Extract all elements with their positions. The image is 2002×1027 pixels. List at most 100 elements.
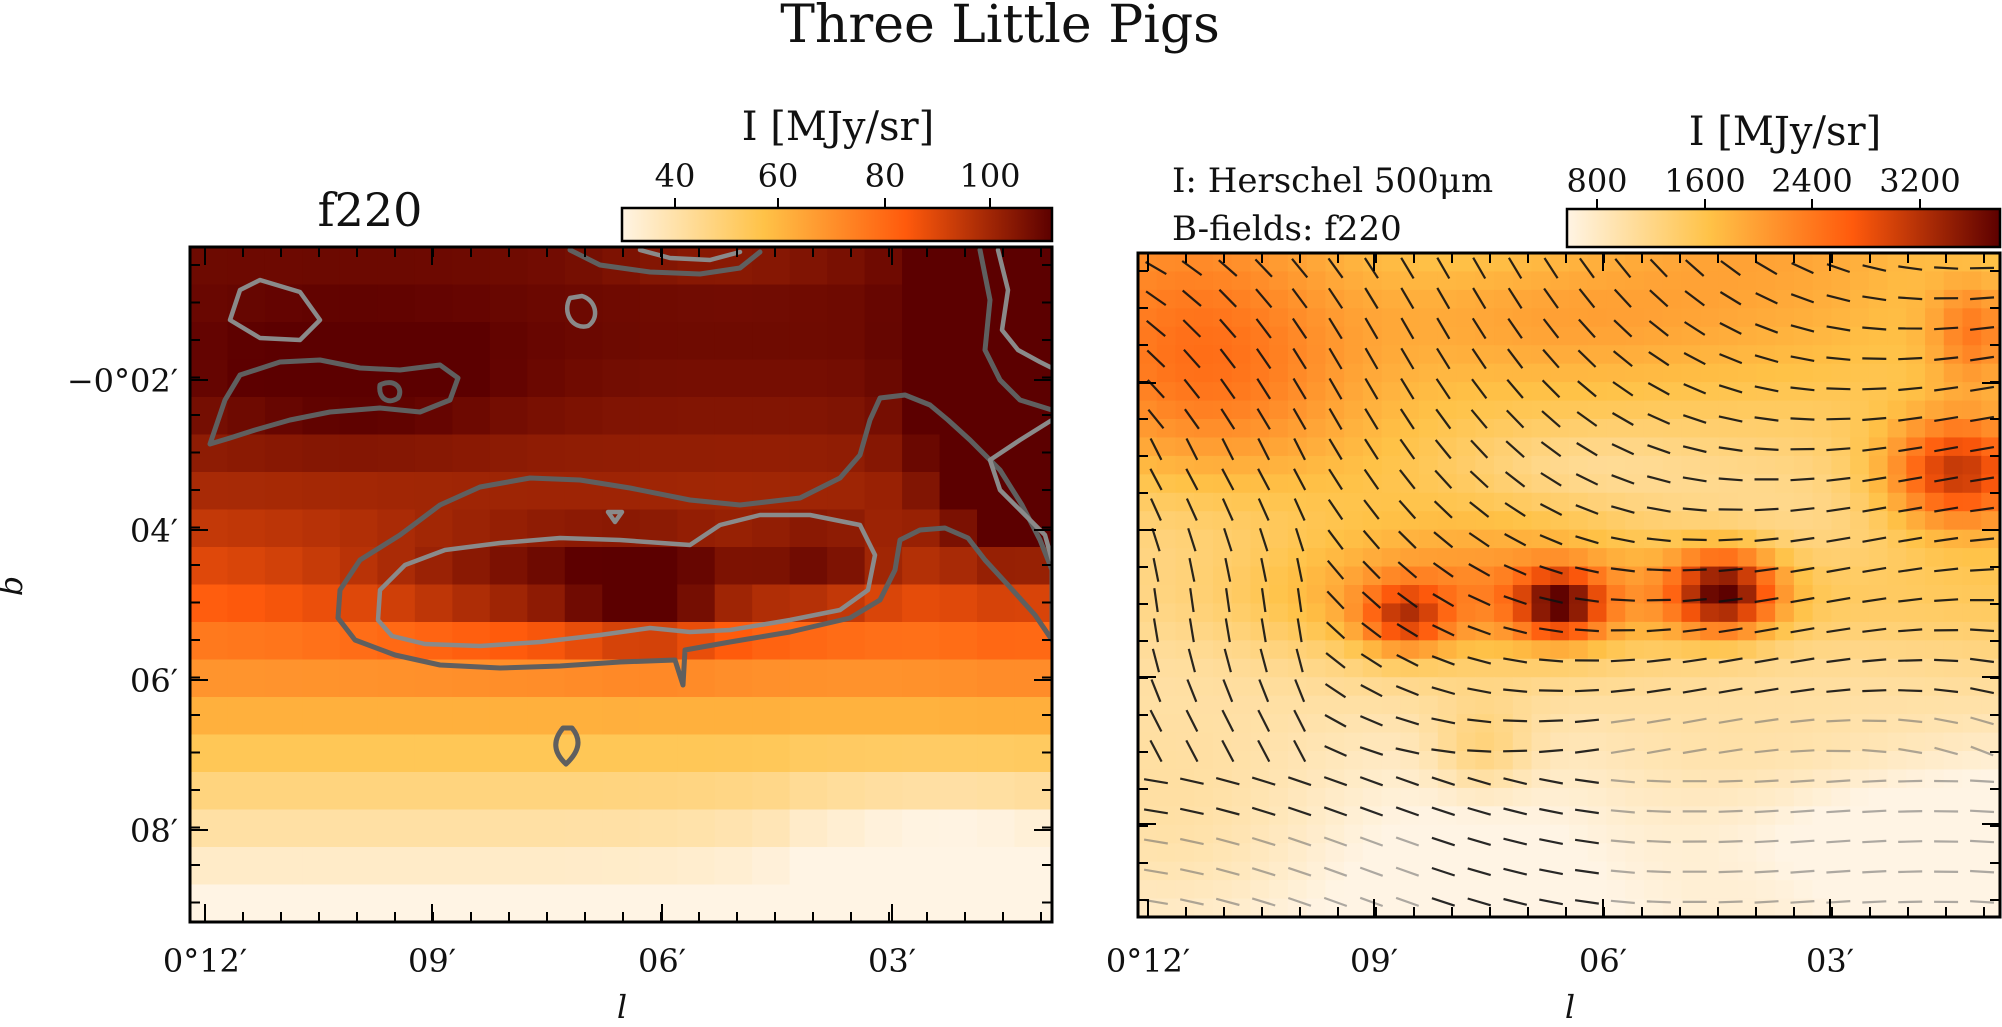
heatmap-cell [639, 772, 678, 811]
heatmap-cell [1606, 289, 1626, 309]
polarization-vector [1898, 536, 1923, 543]
heatmap-cell [1531, 566, 1551, 586]
heatmap-cell [1381, 382, 1401, 402]
heatmap-cell [1831, 677, 1851, 697]
heatmap-cell [1625, 621, 1645, 641]
heatmap-cell [1718, 658, 1739, 678]
heatmap-cell [1868, 751, 1889, 771]
polarization-vector [1400, 257, 1415, 279]
heatmap-cell [1400, 455, 1420, 475]
heatmap-cell [1194, 511, 1214, 531]
heatmap-cell [752, 584, 791, 623]
heatmap-cell [1250, 326, 1270, 346]
heatmap-cell [1756, 511, 1776, 531]
polarization-vector [1398, 499, 1417, 520]
heatmap-cell [1194, 437, 1214, 457]
heatmap-cell [1306, 898, 1326, 917]
polarization-vector [1718, 446, 1743, 452]
heatmap-cell [1831, 732, 1851, 752]
heatmap-cell [1887, 621, 1907, 641]
heatmap-cell [1887, 566, 1907, 586]
heatmap-cell [1175, 751, 1195, 771]
polarization-vector [1862, 387, 1887, 391]
heatmap-cell [1475, 824, 1495, 844]
heatmap-cell [1737, 695, 1757, 715]
heatmap-cell [1212, 603, 1233, 623]
polarization-vector [1754, 354, 1779, 364]
polarization-vector [1790, 718, 1815, 724]
heatmap-cell [1662, 437, 1683, 457]
heatmap-cell [1306, 677, 1326, 697]
heatmap-cell [1475, 382, 1495, 402]
heatmap-cell [1362, 326, 1383, 346]
heatmap-cell [1156, 787, 1177, 807]
heatmap-cell [1456, 658, 1476, 678]
heatmap-cell [1494, 474, 1514, 494]
polarization-vector [1153, 588, 1159, 613]
heatmap-cell [1850, 548, 1870, 568]
heatmap-cell [1812, 658, 1832, 678]
heatmap-cell [1868, 326, 1889, 346]
polarization-vector [1179, 868, 1204, 876]
heatmap-cell [1700, 861, 1720, 881]
heatmap-cell [1643, 806, 1664, 826]
heatmap-cell [1400, 437, 1420, 457]
heatmap-cell [1775, 253, 1795, 273]
heatmap-cell [1250, 880, 1270, 900]
right-x-ticklabel: 03′ [1806, 942, 1854, 980]
polarization-vector [1328, 317, 1343, 340]
heatmap-cell [1494, 880, 1514, 900]
heatmap-cell [939, 584, 978, 623]
heatmap-cell [1681, 695, 1701, 715]
heatmap-cell [1850, 271, 1870, 291]
heatmap-cell [1569, 640, 1589, 660]
left-colorbar-ticklabel: 100 [959, 157, 1020, 195]
heatmap-cell [1456, 308, 1476, 328]
contour-outer-topcenter [567, 247, 763, 277]
heatmap-cell [489, 322, 528, 361]
heatmap-cell [1587, 382, 1608, 402]
heatmap-cell [414, 734, 453, 773]
heatmap-cell [1625, 511, 1645, 531]
heatmap-cell [1906, 732, 1926, 752]
polarization-vector [1260, 557, 1268, 582]
polarization-vector [1327, 498, 1344, 521]
heatmap-cell [1306, 474, 1326, 494]
heatmap-cell [1643, 455, 1664, 475]
heatmap-cell [1625, 548, 1645, 568]
heatmap-cell [227, 734, 266, 773]
heatmap-cell [1156, 437, 1177, 457]
heatmap-cell [1456, 382, 1476, 402]
heatmap-cell [1531, 529, 1551, 549]
polarization-vector [1898, 506, 1923, 513]
heatmap-cell [1531, 695, 1551, 715]
polarization-vector [1323, 776, 1348, 787]
polarization-vector [1539, 503, 1563, 516]
heatmap-cell [1775, 658, 1795, 678]
heatmap-cell [1868, 271, 1889, 291]
heatmap-cell [1419, 585, 1439, 605]
heatmap-cell [1156, 603, 1177, 623]
heatmap-cell [1456, 880, 1476, 900]
heatmap-cell [1943, 289, 1964, 309]
heatmap-cell [827, 847, 866, 886]
heatmap-cell [1606, 363, 1626, 383]
heatmap-cell [1906, 787, 1926, 807]
heatmap-cell [1793, 640, 1814, 660]
heatmap-cell [1138, 603, 1158, 623]
heatmap-cell [1831, 843, 1851, 863]
heatmap-cell [1475, 548, 1495, 568]
heatmap-cell [1494, 382, 1514, 402]
heatmap-cell [1269, 806, 1289, 826]
heatmap-cell [1737, 769, 1757, 789]
heatmap-cell [939, 284, 978, 323]
heatmap-cell [1419, 861, 1439, 881]
heatmap-cell [714, 359, 753, 398]
heatmap-cell [1831, 751, 1851, 771]
polarization-vector [1574, 718, 1600, 724]
heatmap-cell [1925, 806, 1945, 826]
polarization-vector [1257, 438, 1271, 461]
heatmap-cell [1231, 621, 1252, 641]
heatmap-cell [1456, 824, 1476, 844]
heatmap-cell [1643, 658, 1664, 678]
